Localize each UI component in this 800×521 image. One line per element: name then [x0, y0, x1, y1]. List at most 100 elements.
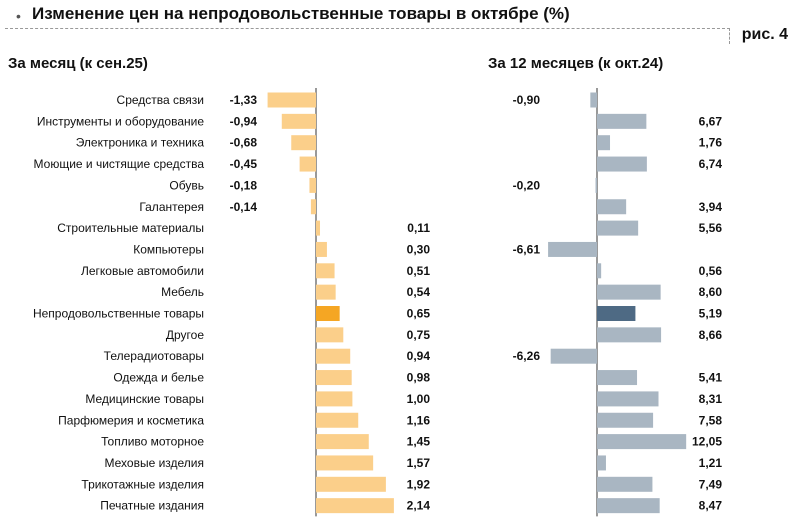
month-value-label-2: -0,68	[230, 136, 258, 150]
month-bar-10	[316, 306, 340, 321]
chart-title: Изменение цен на непродовольственные тов…	[32, 4, 570, 23]
month-bar-2	[291, 135, 316, 151]
month-bar-11	[316, 327, 344, 343]
month-value-label-16: 1,45	[407, 435, 431, 449]
year-bar-10	[597, 306, 636, 321]
year-value-label-2: 1,76	[699, 136, 723, 150]
month-value-label-10: 0,65	[407, 307, 431, 321]
category-label-10: Непродовольственные товары	[33, 307, 204, 321]
month-bar-15	[316, 412, 359, 428]
year-value-label-6: 5,56	[699, 221, 723, 235]
month-value-label-14: 1,00	[407, 392, 431, 406]
year-bar-14	[597, 391, 659, 407]
year-bar-4	[595, 177, 597, 193]
month-value-label-18: 1,92	[407, 477, 431, 491]
month-value-label-9: 0,54	[407, 285, 431, 299]
year-value-label-1: 6,67	[699, 114, 723, 128]
category-label-16: Топливо моторное	[101, 435, 204, 449]
month-value-label-19: 2,14	[407, 499, 431, 513]
month-value-label-0: -1,33	[230, 93, 258, 107]
year-value-label-9: 8,60	[699, 285, 723, 299]
year-value-label-15: 7,58	[699, 413, 723, 427]
year-value-label-16: 12,05	[692, 435, 722, 449]
month-value-label-1: -0,94	[230, 114, 258, 128]
year-bar-2	[597, 135, 611, 151]
month-bar-18	[316, 476, 386, 492]
category-label-7: Компьютеры	[133, 242, 204, 256]
month-bar-13	[316, 370, 352, 386]
year-bar-3	[597, 156, 647, 172]
month-bar-6	[316, 220, 321, 236]
month-value-label-11: 0,75	[407, 328, 431, 342]
year-bar-0	[590, 92, 597, 108]
category-label-3: Моющие и чистящие средства	[34, 157, 205, 171]
month-bar-5	[310, 199, 316, 215]
month-value-label-5: -0,14	[230, 200, 258, 214]
year-bar-8	[597, 263, 602, 279]
category-label-14: Медицинские товары	[85, 392, 204, 406]
month-panel-title: За месяц (к сен.25)	[8, 55, 148, 72]
year-bar-13	[597, 370, 638, 386]
category-label-2: Электроника и техника	[76, 136, 205, 150]
category-label-15: Парфюмерия и косметика	[58, 413, 204, 427]
year-bar-1	[597, 113, 647, 129]
year-value-label-3: 6,74	[699, 157, 723, 171]
year-bar-19	[597, 498, 660, 514]
month-bar-17	[316, 455, 374, 471]
month-bar-9	[316, 284, 336, 300]
year-value-label-7: -6,61	[513, 242, 541, 256]
month-bar-19	[316, 498, 394, 514]
year-bar-5	[597, 199, 627, 215]
month-value-label-4: -0,18	[230, 178, 258, 192]
month-value-label-3: -0,45	[230, 157, 258, 171]
month-bar-1	[281, 113, 316, 129]
year-value-label-12: -6,26	[513, 349, 541, 363]
month-value-label-17: 1,57	[407, 456, 431, 470]
year-value-label-10: 5,19	[699, 307, 723, 321]
category-label-5: Галантерея	[139, 200, 204, 214]
year-bar-7	[548, 241, 597, 257]
year-value-label-19: 8,47	[699, 499, 723, 513]
year-bar-12	[550, 348, 597, 364]
category-label-8: Легковые автомобили	[81, 264, 204, 278]
year-value-label-18: 7,49	[699, 477, 723, 491]
month-bar-12	[316, 348, 351, 364]
year-bar-6	[597, 220, 639, 236]
month-value-label-6: 0,11	[407, 221, 430, 235]
month-value-label-15: 1,16	[407, 413, 431, 427]
category-label-13: Одежда и белье	[113, 371, 204, 385]
year-bar-9	[597, 284, 661, 300]
year-bar-16	[597, 434, 687, 450]
year-value-label-0: -0,90	[513, 93, 541, 107]
year-value-label-4: -0,20	[513, 178, 541, 192]
year-value-label-17: 1,21	[699, 456, 723, 470]
year-value-label-13: 5,41	[699, 371, 723, 385]
category-label-17: Меховые изделия	[104, 456, 204, 470]
month-bar-3	[299, 156, 316, 172]
category-label-18: Трикотажные изделия	[81, 477, 204, 491]
year-bar-15	[597, 412, 654, 428]
month-bar-16	[316, 434, 369, 450]
year-value-label-14: 8,31	[699, 392, 723, 406]
year-bar-11	[597, 327, 662, 343]
year-bar-17	[597, 455, 606, 471]
year-panel-title: За 12 месяцев (к окт.24)	[488, 55, 664, 72]
category-label-19: Печатные издания	[100, 499, 204, 513]
category-label-4: Обувь	[169, 178, 204, 192]
figure-label: рис. 4	[741, 26, 788, 43]
category-label-6: Строительные материалы	[57, 221, 204, 235]
year-value-label-8: 0,56	[699, 264, 723, 278]
month-value-label-13: 0,98	[407, 371, 431, 385]
category-label-0: Средства связи	[117, 93, 204, 107]
month-bar-7	[316, 241, 327, 257]
month-bar-8	[316, 263, 335, 279]
year-value-label-5: 3,94	[699, 200, 723, 214]
year-bar-18	[597, 476, 653, 492]
month-bar-0	[267, 92, 316, 108]
year-value-label-11: 8,66	[699, 328, 723, 342]
month-value-label-7: 0,30	[407, 242, 431, 256]
month-bar-4	[309, 177, 316, 193]
month-bar-14	[316, 391, 353, 407]
title-frame	[5, 28, 730, 44]
